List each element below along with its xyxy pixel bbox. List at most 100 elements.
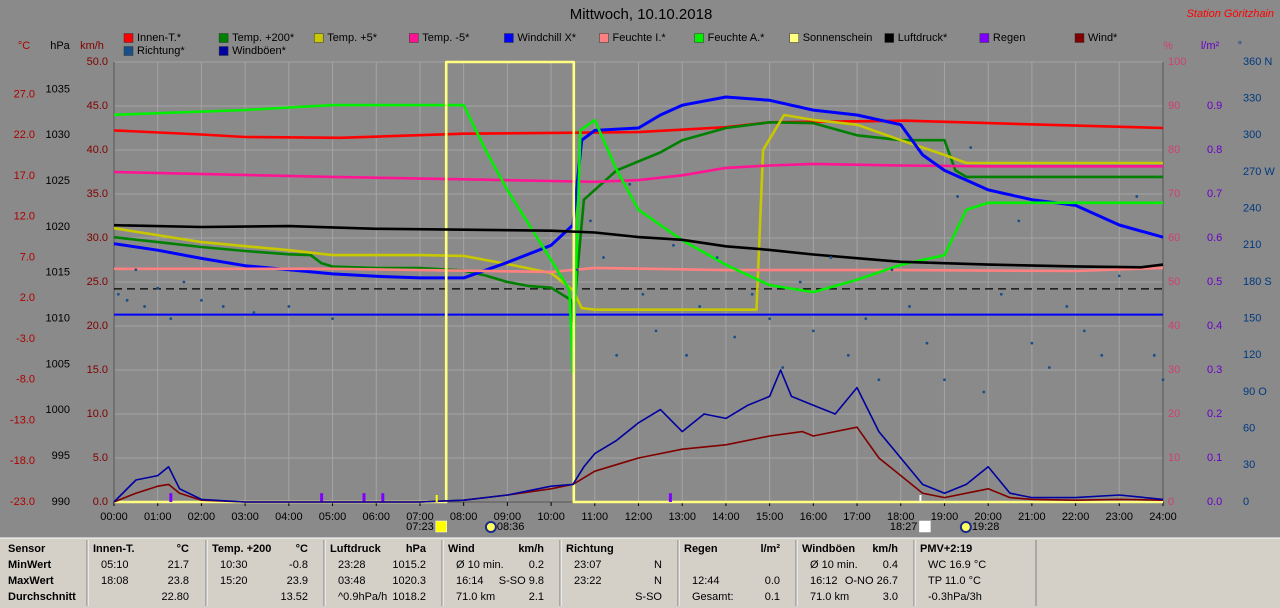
- y-tick-label: 1000: [46, 404, 70, 416]
- x-tick-label: 14:00: [712, 511, 740, 523]
- x-tick-label: 21:00: [1018, 511, 1046, 523]
- x-tick-label: 18:00: [887, 511, 915, 523]
- y-tick-label: 330: [1243, 93, 1261, 105]
- y-tick-label: -18.0: [10, 455, 35, 467]
- direction-point: [1161, 378, 1165, 382]
- y-tick-label: 300: [1243, 129, 1261, 141]
- cell-right: 1020.3: [392, 575, 426, 587]
- cell-left: ^0.9hPa/h: [338, 591, 387, 603]
- y-tick-label: 27.0: [14, 88, 35, 100]
- y-tick-label: 90 O: [1243, 386, 1267, 398]
- cell-left: Gesamt:: [692, 591, 734, 603]
- cell-left: WC 16.9 °C: [928, 559, 986, 571]
- direction-point: [628, 182, 632, 186]
- y-tick-label: 20.0: [87, 320, 108, 332]
- y-tick-label: 10: [1168, 452, 1180, 464]
- rain-bar: [362, 493, 366, 502]
- y-tick-label: 30.0: [87, 232, 108, 244]
- y-tick-label: 210: [1243, 239, 1261, 251]
- y-tick-label: -13.0: [10, 414, 35, 426]
- block-title: Innen-T.: [93, 543, 135, 555]
- y-tick-label: 15.0: [87, 364, 108, 376]
- x-tick-label: 16:00: [800, 511, 828, 523]
- cell-right: 0.2: [529, 559, 544, 571]
- legend-swatch: [123, 33, 134, 43]
- legend-label: Regen: [993, 32, 1025, 44]
- direction-point: [750, 292, 754, 296]
- legend-label: Wind*: [1088, 32, 1118, 44]
- direction-point: [134, 268, 138, 272]
- axis-unit: hPa: [50, 40, 70, 52]
- x-tick-label: 23:00: [1106, 511, 1134, 523]
- legend-swatch: [1074, 33, 1085, 43]
- cell-right: 22.80: [161, 591, 189, 603]
- direction-point: [685, 353, 688, 357]
- x-tick-label: 08:00: [450, 511, 478, 523]
- cell-right: 1018.2: [392, 591, 426, 603]
- legend-label: Luftdruck*: [898, 32, 948, 44]
- direction-point: [654, 329, 658, 333]
- series-line: [113, 113, 1163, 311]
- cell-right: N: [654, 559, 662, 571]
- y-tick-label: 0.9: [1207, 100, 1222, 112]
- y-tick-label: 12.0: [14, 211, 35, 223]
- direction-point: [182, 280, 186, 284]
- legend-swatch: [599, 33, 609, 43]
- cell-right: 3.0: [883, 591, 898, 603]
- cell-left: 12:44: [692, 575, 720, 587]
- cell-right: 23.8: [168, 575, 189, 587]
- x-tick-label: 07:00: [406, 511, 434, 523]
- y-tick-label: 1035: [46, 83, 70, 95]
- block-title: Windböen: [802, 543, 855, 555]
- moon-time: 08:36: [497, 521, 525, 533]
- y-tick-label: 5.0: [93, 452, 108, 464]
- rain-bar: [381, 493, 385, 502]
- direction-point: [575, 268, 579, 272]
- direction-point: [925, 341, 929, 345]
- x-tick-label: 13:00: [668, 511, 696, 523]
- series-line: [113, 121, 1163, 323]
- y-tick-label: 20: [1168, 408, 1180, 420]
- chart-title: Mittwoch, 10.10.2018: [570, 6, 713, 23]
- y-tick-label: 0.5: [1207, 276, 1222, 288]
- y-tick-label: 1010: [46, 313, 70, 325]
- legend-label: Windböen*: [232, 45, 287, 57]
- y-tick-label: 7.0: [20, 251, 35, 263]
- x-tick-label: 02:00: [188, 511, 216, 523]
- direction-point: [672, 243, 675, 247]
- y-tick-label: 30: [1243, 459, 1255, 471]
- axis-unit: °C: [18, 40, 30, 52]
- y-tick-label: 50.0: [87, 56, 108, 68]
- y-tick-label: 0.1: [1207, 452, 1222, 464]
- legend-swatch: [504, 33, 514, 43]
- direction-point: [221, 305, 225, 308]
- series-line: [113, 369, 1164, 503]
- y-tick-label: 0.6: [1207, 232, 1222, 244]
- y-tick-label: 60: [1243, 423, 1255, 435]
- sun-icon: [435, 520, 447, 533]
- y-tick-label: 1025: [46, 175, 70, 187]
- direction-point: [1100, 353, 1104, 357]
- axis-unit: km/h: [80, 40, 104, 52]
- block-unit: l/m²: [760, 543, 780, 555]
- legend-label: Feuchte A.*: [708, 32, 766, 44]
- direction-point: [1135, 195, 1139, 198]
- legend-label: Sonnenschein: [803, 32, 873, 44]
- cell-right: 0.0: [765, 575, 780, 587]
- moon-icon: [484, 521, 497, 533]
- block-title: Temp. +200: [212, 543, 271, 555]
- legend-label: Innen-T.*: [137, 32, 182, 44]
- direction-point: [1047, 366, 1051, 369]
- direction-point: [969, 146, 973, 149]
- cell-left: TP 11.0 °C: [928, 575, 981, 587]
- cell-left: 23:22: [574, 575, 602, 587]
- direction-point: [982, 390, 986, 394]
- x-tick-label: 15:00: [756, 511, 784, 523]
- cell-left: -0.3hPa/3h: [928, 591, 982, 603]
- direction-point: [956, 195, 959, 198]
- y-tick-label: 2.0: [20, 292, 35, 304]
- y-tick-label: 1015: [46, 267, 70, 279]
- direction-point: [943, 378, 946, 382]
- row-label: MinWert: [8, 559, 52, 571]
